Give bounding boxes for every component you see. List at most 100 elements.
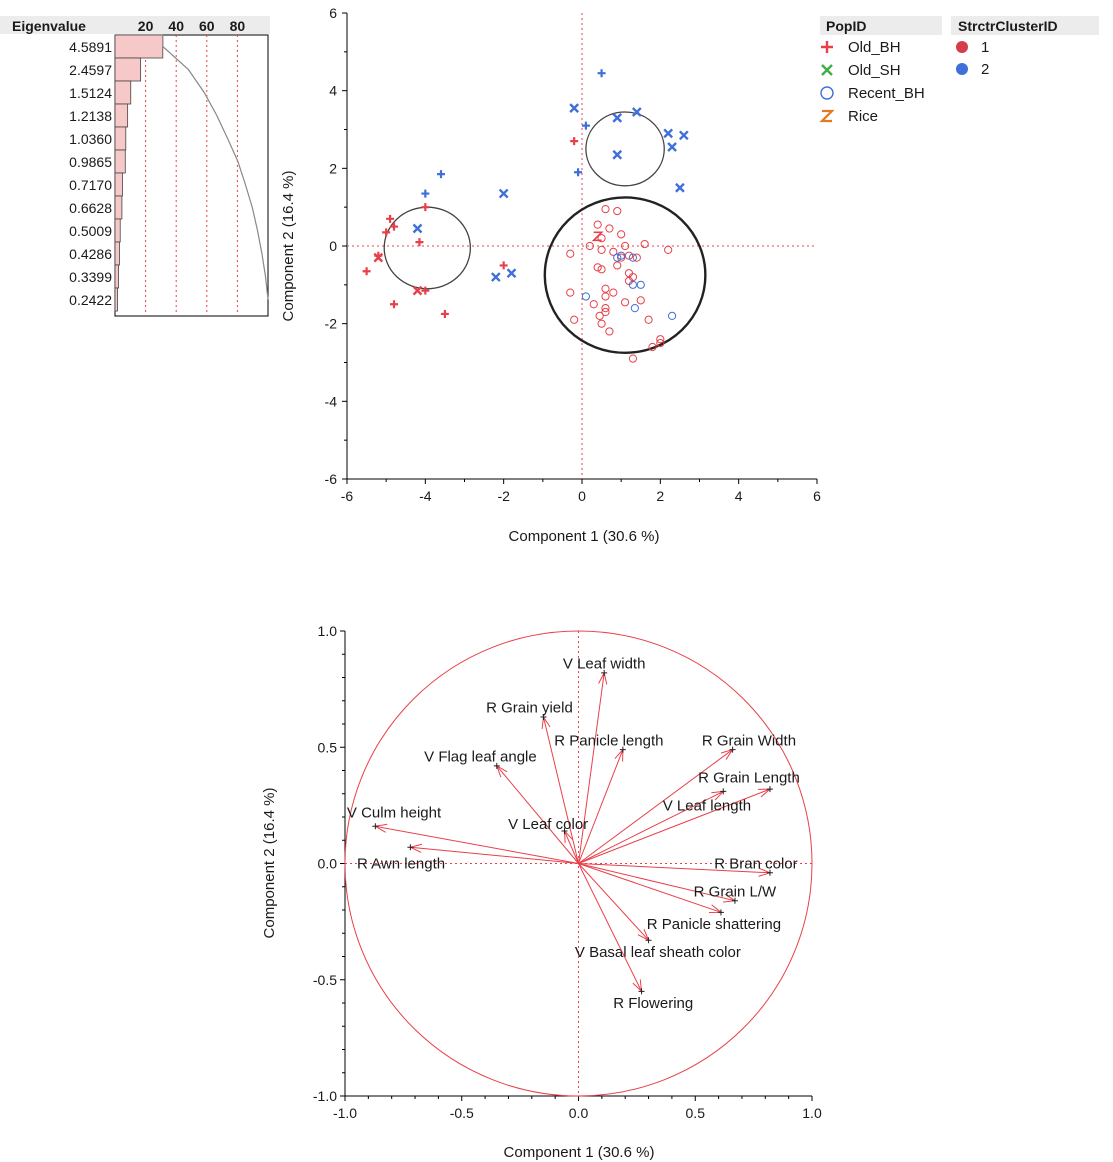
score-point-plus	[390, 300, 398, 309]
eigenvalue-label: 0.9865	[69, 154, 112, 170]
legend-cross-icon	[821, 64, 833, 76]
eigenvalue-labels: 4.5891 2.4597 1.5124 1.2138 1.0360 0.9865 0.71…	[69, 39, 112, 308]
scree-header-band	[0, 16, 270, 34]
loading-vectors: V Leaf width R Grain yield R Panicle lengt…	[347, 656, 800, 1012]
vector-endpoint	[766, 869, 773, 876]
score-point-circle	[581, 292, 591, 301]
score-point-circle	[585, 241, 594, 251]
loading-arrow	[578, 863, 642, 992]
eigenvalue-label: 0.3399	[69, 269, 112, 285]
vector-endpoint	[645, 937, 652, 944]
score-point-cross	[667, 142, 677, 152]
score-x-tick-label: 0	[578, 488, 586, 504]
legend-pop-title: PopID	[826, 18, 866, 34]
loading-arrow	[578, 749, 733, 864]
score-point-circle	[605, 224, 614, 233]
arrow-head	[632, 979, 643, 993]
vector-label: R Grain Width	[702, 732, 796, 749]
legend-circle-icon	[820, 86, 834, 100]
score-point-cross	[490, 272, 501, 282]
scree-tick-label: 80	[230, 18, 246, 34]
legend-cluster-dot-icon	[956, 63, 968, 75]
vector-label: R Flowering	[613, 995, 693, 1012]
score-point-plus	[597, 69, 606, 78]
score-point-plus	[581, 121, 590, 130]
score-point-circle	[617, 251, 626, 260]
scree-gridlines	[145, 35, 238, 316]
score-point-circle	[636, 296, 645, 305]
score-point-circle	[630, 304, 639, 313]
score-point-plus	[499, 261, 508, 270]
score-point-circle	[636, 280, 645, 289]
score-point-plus	[421, 203, 430, 212]
score-y-tick-label: 4	[329, 83, 337, 99]
vector-label: V Basal leaf sheath color	[575, 944, 741, 961]
score-point-circle	[597, 245, 606, 254]
cluster-ellipse	[383, 206, 472, 290]
cumulative-curve	[162, 35, 269, 300]
score-y-tick-label: 0	[329, 238, 337, 254]
loading-arrow	[496, 765, 579, 864]
scree-tick-label: 60	[199, 18, 215, 34]
scree-bar	[114, 218, 121, 243]
vector-label: R Bran color	[714, 856, 797, 873]
score-x-tick-label: 2	[656, 488, 664, 504]
loading-plot-axes: -1.0 -0.5 0.0 0.5 1.0 1.0 0.5 0.0 -0.5 -1.0	[313, 623, 822, 1121]
legend-cluster-title: StrctrClusterID	[958, 18, 1058, 34]
score-point-circle	[620, 298, 630, 307]
eigenvalue-label: 0.4286	[69, 246, 112, 262]
legend-cluster-dot-icon	[956, 41, 968, 53]
eigenvalue-label: 4.5891	[69, 39, 112, 55]
scree-bar	[114, 287, 118, 312]
score-x-tick-label: -4	[419, 488, 432, 504]
scree-bars	[114, 34, 164, 312]
scree-bar	[114, 241, 120, 266]
score-point-plus	[390, 222, 398, 231]
vector-label: R Panicle shattering	[647, 916, 781, 933]
score-point-cross	[675, 182, 685, 193]
vector-label: V Leaf color	[508, 816, 588, 833]
score-point-circle	[644, 315, 653, 324]
loading-x-tick-label: 0.5	[686, 1105, 706, 1121]
vector-label: R Grain Length	[698, 769, 800, 786]
score-x-tick-label: 6	[813, 488, 821, 504]
score-point-circle	[628, 253, 638, 262]
vector-endpoint	[540, 714, 547, 721]
eigenvalue-label: 1.0360	[69, 131, 112, 147]
score-point-circle	[624, 251, 634, 260]
score-point-circle	[593, 220, 602, 229]
vector-endpoint	[731, 897, 738, 904]
scree-tick-label: 40	[168, 18, 184, 34]
loading-arrow	[578, 863, 649, 941]
score-point-circle	[595, 311, 604, 320]
vector-endpoint	[717, 909, 724, 916]
legend-pop-items: Old_BH Old_SH Recent_BH Rice	[819, 39, 925, 125]
vector-endpoint	[638, 988, 645, 995]
loading-y-tick-label: -1.0	[313, 1088, 337, 1104]
eigenvalue-label: 1.2138	[69, 108, 112, 124]
score-point-cross	[373, 252, 384, 263]
score-plot-xlabel: Component 1 (30.6 %)	[509, 528, 660, 545]
scree-title: Eigenvalue	[12, 18, 86, 34]
score-point-plus	[362, 267, 371, 276]
score-point-circle	[597, 319, 606, 328]
score-point-plus	[421, 286, 430, 295]
loading-x-tick-label: -0.5	[450, 1105, 474, 1121]
scree-bar	[114, 264, 119, 289]
legend-cluster-label: 1	[981, 39, 989, 56]
loading-y-tick-label: 0.0	[318, 856, 338, 872]
loading-plot-ylabel: Component 2 (16.4 %)	[261, 788, 278, 939]
vector-endpoint	[601, 669, 608, 676]
score-point-cross	[412, 223, 423, 234]
score-point-z	[591, 231, 604, 242]
score-point-circle	[605, 327, 614, 336]
vector-label: R Grain L/W	[694, 883, 777, 900]
legend-cluster-label: 2	[981, 61, 989, 78]
scree-bar	[114, 195, 123, 220]
score-point-circle	[613, 206, 622, 216]
loading-y-tick-label: 1.0	[318, 623, 338, 639]
score-point-plus	[382, 228, 391, 237]
score-point-plus	[386, 214, 395, 223]
score-point-cross	[498, 188, 509, 199]
vector-endpoint	[729, 746, 736, 753]
